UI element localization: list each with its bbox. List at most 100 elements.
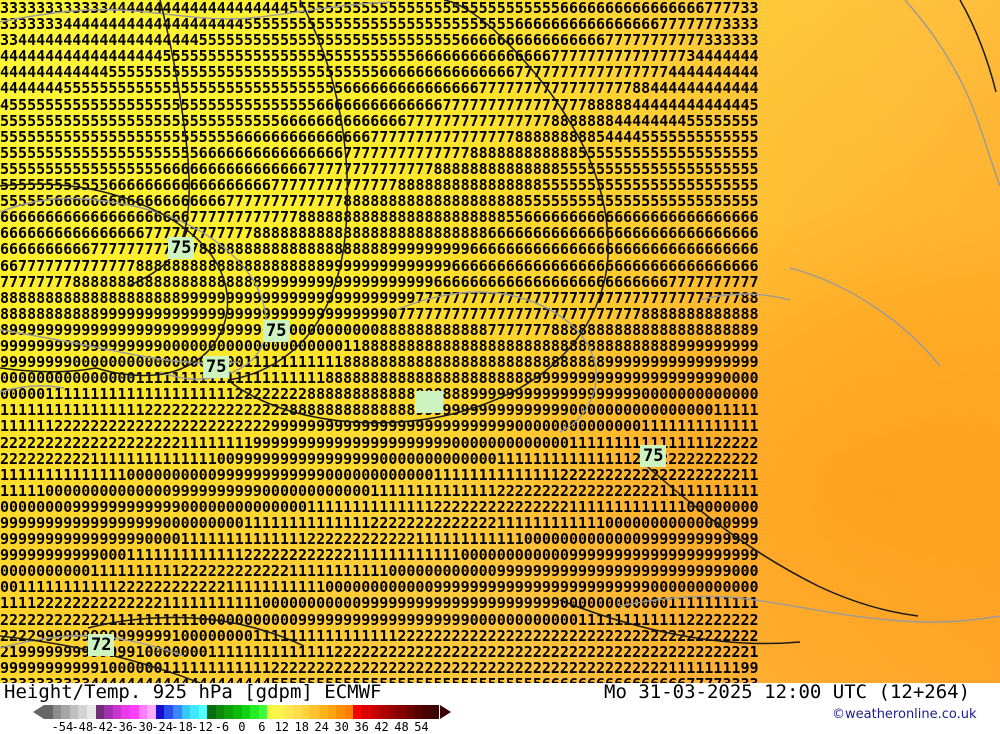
colorbar-swatch <box>207 705 216 719</box>
grid-row: 0000000000000001111111111111111111118888… <box>0 369 759 388</box>
colorbar-swatch <box>387 705 397 719</box>
colorbar-tick: -18 <box>171 720 193 734</box>
colorbar-tick: 36 <box>354 720 369 734</box>
grid-row: 2222222222221111111111000000000009999999… <box>0 610 759 629</box>
contour-label: 75 <box>640 445 667 467</box>
grid-row: 2222222222222222222211111111999999999999… <box>0 433 759 452</box>
grid-row: 5555555555555555555555555566666666666666… <box>0 127 759 146</box>
colorbar-swatch <box>61 705 70 719</box>
grid-row: 5555555555555555555555555555555666666666… <box>0 111 759 130</box>
colorbar-swatch <box>138 705 148 719</box>
grid-row: 8888888888899999999999999999999999999999… <box>0 304 759 323</box>
colorbar-tick: 12 <box>274 720 290 734</box>
contour-label: 72 <box>88 634 115 656</box>
colorbar-swatch <box>155 705 165 719</box>
grid-row: 0000000099999999999900000000000000111111… <box>0 497 759 516</box>
colorbar-tick-labels: -54 -48 -42 -36 -30 -24 -18 -12 -6 0 6 12 18 24 30 36 42… <box>0 720 500 734</box>
colorbar-swatch <box>104 705 113 719</box>
grid-row: 0000000000111111111122222222222211111111… <box>0 562 759 581</box>
colorbar-tick: 42 <box>374 720 389 734</box>
colorbar-swatch <box>215 705 225 719</box>
grid-row: 4555555555555555555555555555555555566666… <box>0 95 759 114</box>
grid-row: 8999999999999999999999999999900000000000… <box>0 320 759 339</box>
colorbar-swatch <box>284 705 294 719</box>
grid-row: 9999999999999999000011111111111111222222… <box>0 530 759 549</box>
grid-row: 9999999999999999990000000000000000000011… <box>0 336 759 355</box>
colorbar-swatch <box>224 705 234 719</box>
grid-row: 5555555555555555556666666666666666777777… <box>0 159 759 178</box>
grid-row: 1111222222222222221111111111100000000000… <box>0 594 759 613</box>
colorbar-swatch <box>344 705 354 719</box>
colorbar-swatch <box>430 705 440 719</box>
grid-row: 3333333333334444444444444444444455555555… <box>0 0 759 17</box>
colorbar-swatch <box>422 705 431 719</box>
colorbar-left-arrow <box>33 705 44 719</box>
colorbar-swatch <box>327 705 337 719</box>
grid-row: 5555555555555555555555666666666666666677… <box>0 143 759 162</box>
colorbar-tick: 48 <box>394 720 409 734</box>
colorbar-swatch <box>147 705 156 719</box>
colorbar-right-arrow <box>440 705 451 719</box>
grid-row: 9999999999999999990000000001111111111111… <box>0 514 759 532</box>
grid-row: 1111111111111100000000009999999999990000… <box>0 465 759 484</box>
temperature-field-shading <box>0 0 1000 683</box>
colorbar-swatch <box>413 705 423 719</box>
colorbar-tick: -42 <box>91 720 114 734</box>
grid-row: 0011111111111222222222222111111111110000… <box>0 578 759 597</box>
copyright-label: ©weatheronline.co.uk <box>832 707 977 722</box>
colorbar-tick: 6 <box>258 720 266 734</box>
colorbar-swatch <box>361 705 371 719</box>
colorbar-tick: 0 <box>238 720 246 734</box>
grid-row: 4444444555555555555555555555555555555566… <box>0 79 759 98</box>
colorbar: -54 -48 -42 -36 -30 -24 -18 -12 -6 0 6 12 18 24 30 36 42… <box>0 703 500 734</box>
colorbar-tick: -48 <box>71 720 94 734</box>
grid-row: 2222222222111111111111110099999999999999… <box>0 449 759 468</box>
map-footer: Height/Temp. 925 hPa [gdpm] ECMWF Mo 31-… <box>0 681 1000 734</box>
contour-label: 75 <box>263 320 290 342</box>
height-value-grid: 3333333333334444444444444444444455555555… <box>0 0 1000 683</box>
grid-row: 4444444444444444445555555555555555555555… <box>0 47 759 66</box>
colorbar-swatch <box>181 705 191 719</box>
colorbar-swatch <box>404 705 414 719</box>
colorbar-tick: -24 <box>151 720 173 734</box>
weather-map-canvas[interactable]: 3333333333334444444444444444444455555555… <box>0 0 1000 683</box>
colorbar-tick: -12 <box>191 720 213 734</box>
colorbar-swatch <box>241 705 251 719</box>
colorbar-swatch <box>190 705 199 719</box>
colorbar-swatch <box>353 705 362 719</box>
grid-row: 9999999999900011111111111112222222222221… <box>0 546 759 565</box>
contour-label-blank <box>415 391 443 413</box>
colorbar-swatch <box>301 705 311 719</box>
grid-row: 8888888888888888888899999999999999999999… <box>0 288 759 307</box>
grid-row: 2199999999999991000000011111111111111222… <box>0 642 759 661</box>
grid-row: 9999999999910000001111111111112222222222… <box>0 658 759 677</box>
colorbar-swatch <box>164 705 173 719</box>
contour-label: 75 <box>203 356 230 378</box>
grid-row: 3333333333444444444444444444445555555555… <box>0 676 1000 683</box>
colorbar-swatch <box>121 705 130 719</box>
contour-label: 75 <box>168 237 195 259</box>
valid-time-label: Mo 31-03-2025 12:00 UTC (12+264) <box>604 681 971 703</box>
colorbar-tick: -54 <box>51 720 74 734</box>
colorbar-tick: 18 <box>294 720 309 734</box>
colorbar-tick: -6 <box>214 720 230 734</box>
colorbar-swatch <box>233 705 242 719</box>
grid-row: 0000011111111111111111111122222222888888… <box>0 385 759 404</box>
grid-row: 9999999900000000000000000001111111111188… <box>0 353 759 372</box>
colorbar-swatch <box>44 705 53 719</box>
grid-row: 6677777777777778888888888888888888889999… <box>0 256 759 275</box>
grid-row: 2222999999999999999100000000111111111111… <box>0 626 759 645</box>
coastline-overlay <box>0 0 1000 683</box>
colorbar-swatch <box>258 705 268 719</box>
colorbar-swatches <box>44 705 440 719</box>
colorbar-swatch <box>112 705 122 719</box>
colorbar-swatch <box>172 705 182 719</box>
colorbar-swatch <box>310 705 319 719</box>
colorbar-swatch <box>370 705 380 719</box>
colorbar-swatch <box>250 705 259 719</box>
colorbar-tick: 54 <box>414 720 429 734</box>
colorbar-swatch <box>198 705 208 719</box>
colorbar-swatch <box>95 705 105 719</box>
grid-row: 4444444444445555555555555555555555555555… <box>0 63 759 82</box>
colorbar-tick: -36 <box>111 720 134 734</box>
